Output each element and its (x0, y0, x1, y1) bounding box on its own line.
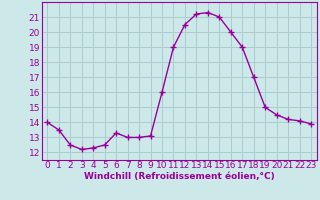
X-axis label: Windchill (Refroidissement éolien,°C): Windchill (Refroidissement éolien,°C) (84, 172, 275, 181)
